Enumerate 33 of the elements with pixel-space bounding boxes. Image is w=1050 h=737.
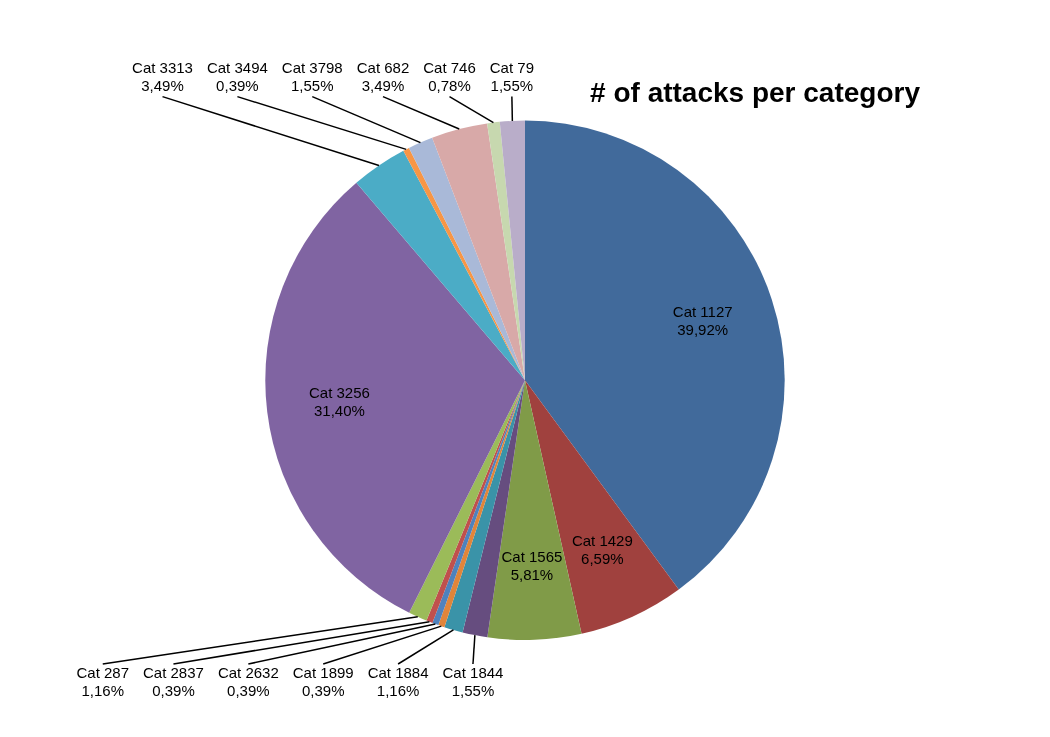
slice-label: Cat 1429: [571, 531, 633, 549]
slice-label: Cat 2837: [143, 664, 204, 682]
data-label: 1,55%: [290, 76, 334, 94]
slice-label: Cat 1899: [292, 664, 354, 682]
data-label: 1,16%: [376, 682, 420, 700]
data-label: 3,49%: [361, 76, 405, 94]
slice-label: Cat 2632: [217, 664, 279, 682]
slice-label: Cat 3256: [308, 384, 370, 402]
data-label: 31,40%: [313, 402, 365, 420]
slice-label: Cat 79: [489, 58, 534, 76]
slice-label: Cat 1844: [442, 664, 504, 682]
slice-label: Cat 287: [76, 664, 130, 682]
data-label: 0,39%: [301, 682, 345, 700]
slice-label: Cat 1565: [501, 548, 563, 566]
data-label: 1,55%: [451, 682, 495, 700]
data-label: 1,55%: [490, 76, 534, 94]
slice-label: Cat 1884: [367, 664, 429, 682]
text: # of attacks per category: [590, 76, 921, 108]
data-label: 0,39%: [152, 682, 195, 700]
data-label: 3,49%: [141, 76, 184, 94]
slice-label: Cat 682: [356, 58, 410, 76]
data-label: 0,39%: [227, 682, 270, 700]
slice-label: Cat 3313: [132, 58, 193, 76]
data-label: 1,16%: [81, 682, 125, 700]
data-label: 39,92%: [677, 321, 729, 339]
data-label: 6,59%: [581, 549, 624, 567]
slice-label: Cat 1127: [672, 303, 733, 321]
slice-label: Cat 3494: [206, 58, 268, 76]
data-label: 0,39%: [216, 76, 259, 94]
data-label: 0,78%: [428, 76, 471, 94]
slice-label: Cat 746: [423, 58, 476, 76]
slice-label: Cat 3798: [281, 58, 343, 76]
data-label: 5,81%: [510, 566, 554, 584]
